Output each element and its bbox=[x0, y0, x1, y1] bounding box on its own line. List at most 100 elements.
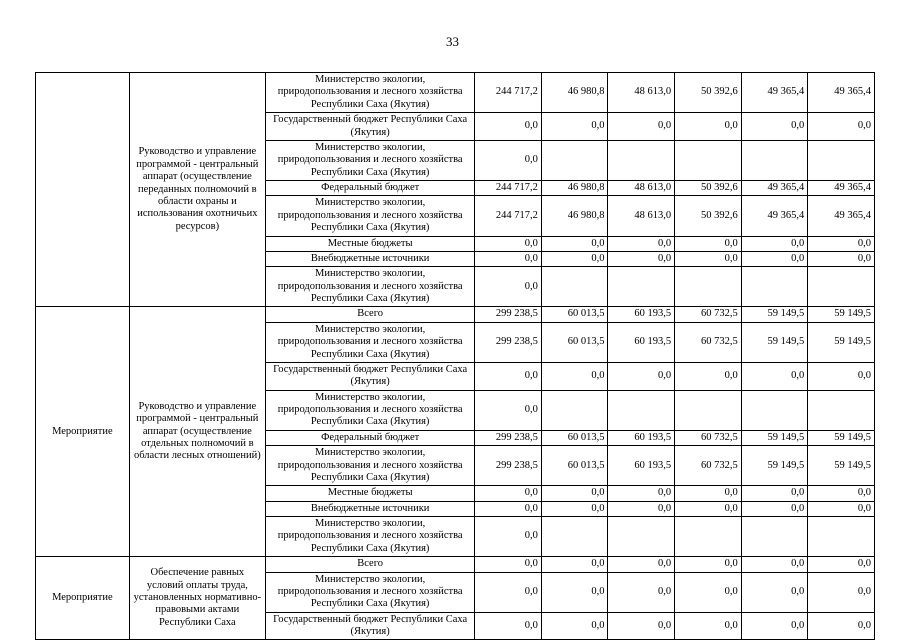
value-cell: 0,0 bbox=[474, 361, 542, 391]
value-cell: 0,0 bbox=[474, 500, 542, 518]
category-cell bbox=[35, 71, 130, 308]
value-cell: 0,0 bbox=[474, 139, 542, 182]
value-cell: 59 149,5 bbox=[740, 321, 809, 363]
page-number: 33 bbox=[446, 34, 459, 49]
value-cell: 48 613,0 bbox=[607, 195, 676, 237]
table-row: Государственный бюджет Республики Саха (… bbox=[36, 112, 875, 141]
table-row: Федеральный бюджет 299 238,5 60 013,5 60 19… bbox=[36, 429, 875, 447]
value-cell: 0,0 bbox=[540, 235, 609, 252]
value-cell bbox=[807, 389, 875, 431]
value-cell: 46 980,8 bbox=[540, 195, 609, 237]
value-cell: 0,0 bbox=[807, 112, 875, 141]
value-cell: 299 238,5 bbox=[474, 445, 542, 487]
value-cell bbox=[740, 515, 809, 558]
table-row: Внебюджетные источники 0,0 0,0 0,0 0,0 0,0 0,0 bbox=[36, 250, 875, 268]
value-cell bbox=[674, 389, 742, 431]
value-cell: 0,0 bbox=[474, 250, 542, 268]
value-cell: 0,0 bbox=[674, 112, 742, 141]
source-cell: Местные бюджеты bbox=[265, 235, 476, 252]
value-cell: 0,0 bbox=[607, 361, 676, 391]
table-row: Внебюджетные источники 0,0 0,0 0,0 0,0 0,0 0,0 bbox=[36, 500, 875, 518]
program-cell: Обеспечение равных условий оплаты труда,… bbox=[128, 556, 267, 640]
value-cell: 0,0 bbox=[807, 571, 875, 613]
value-cell: 59 149,5 bbox=[807, 321, 875, 363]
value-cell bbox=[540, 139, 609, 182]
table-row: Министерство экологии, природопользовани… bbox=[36, 389, 875, 431]
source-cell: Министерство экологии, природопользовани… bbox=[265, 321, 476, 363]
value-cell bbox=[674, 139, 742, 182]
value-cell: 0,0 bbox=[474, 571, 542, 613]
value-cell: 0,0 bbox=[740, 250, 809, 268]
table-row: Министерство экологии, природопользовани… bbox=[36, 321, 875, 363]
source-cell: Государственный бюджет Республики Саха (… bbox=[265, 611, 476, 640]
source-cell: Внебюджетные источники bbox=[265, 500, 476, 518]
value-cell: 49 365,4 bbox=[740, 71, 809, 114]
value-cell: 0,0 bbox=[540, 556, 609, 573]
table-row: Мероприятие Обеспечение равных условий оп… bbox=[35, 556, 875, 640]
value-cell: 59 149,5 bbox=[807, 445, 875, 487]
value-cell: 48 613,0 bbox=[607, 71, 676, 114]
value-cell: 0,0 bbox=[540, 571, 609, 613]
value-cell: 59 149,5 bbox=[740, 306, 809, 323]
category-cell: Мероприятие bbox=[35, 556, 130, 640]
value-cell: 59 149,5 bbox=[807, 429, 875, 447]
value-cell: 0,0 bbox=[540, 485, 609, 502]
value-cell: 0,0 bbox=[740, 571, 809, 613]
table-row: Мероприятие Руководство и управление прог… bbox=[35, 306, 875, 558]
value-cell: 49 365,4 bbox=[807, 179, 875, 197]
value-cell: 59 149,5 bbox=[740, 445, 809, 487]
value-cell: 0,0 bbox=[807, 556, 875, 573]
value-cell: 0,0 bbox=[474, 389, 542, 431]
value-cell: 0,0 bbox=[540, 500, 609, 518]
table-row: Руководство и управление программой - це… bbox=[35, 71, 875, 308]
value-cell bbox=[807, 139, 875, 182]
value-cell: 0,0 bbox=[807, 500, 875, 518]
source-cell: Министерство экологии, природопользовани… bbox=[265, 71, 476, 114]
value-cell bbox=[740, 266, 809, 308]
value-cell: 0,0 bbox=[740, 485, 809, 502]
value-cell: 60 013,5 bbox=[540, 321, 609, 363]
value-cell: 0,0 bbox=[540, 361, 609, 391]
value-cell: 0,0 bbox=[607, 485, 676, 502]
value-cell: 60 193,5 bbox=[607, 306, 676, 323]
value-cell: 0,0 bbox=[807, 235, 875, 252]
value-cell bbox=[540, 266, 609, 308]
source-cell: Министерство экологии, природопользовани… bbox=[265, 389, 476, 431]
value-cell: 0,0 bbox=[474, 266, 542, 308]
table-row: Государственный бюджет Республики Саха (… bbox=[36, 611, 875, 640]
source-cell: Министерство экологии, природопользовани… bbox=[265, 571, 476, 613]
value-cell: 60 732,5 bbox=[674, 306, 742, 323]
value-cell: 0,0 bbox=[607, 500, 676, 518]
budget-table: Руководство и управление программой - це… bbox=[35, 71, 875, 640]
value-cell: 299 238,5 bbox=[474, 306, 542, 323]
value-cell: 0,0 bbox=[674, 571, 742, 613]
value-cell: 0,0 bbox=[740, 556, 809, 573]
value-cell: 0,0 bbox=[607, 250, 676, 268]
value-cell: 244 717,2 bbox=[474, 195, 542, 237]
value-cell: 0,0 bbox=[474, 556, 542, 573]
value-cell: 50 392,6 bbox=[674, 71, 742, 114]
table-row: Министерство экологии, природопользовани… bbox=[36, 571, 875, 613]
table-row: Министерство экологии, природопользовани… bbox=[36, 139, 875, 182]
source-cell: Государственный бюджет Республики Саха (… bbox=[265, 361, 476, 391]
value-cell: 0,0 bbox=[674, 361, 742, 391]
value-cell bbox=[540, 389, 609, 431]
value-cell: 0,0 bbox=[607, 556, 676, 573]
program-cell: Руководство и управление программой - це… bbox=[128, 71, 267, 308]
value-cell bbox=[540, 515, 609, 558]
value-cell: 60 193,5 bbox=[607, 429, 676, 447]
value-cell bbox=[807, 515, 875, 558]
table-row: Министерство экологии, природопользовани… bbox=[36, 266, 875, 308]
table-row: Министерство экологии, природопользовани… bbox=[36, 515, 875, 558]
source-cell: Министерство экологии, природопользовани… bbox=[265, 139, 476, 182]
source-cell: Федеральный бюджет bbox=[265, 429, 476, 447]
value-cell: 49 365,4 bbox=[807, 71, 875, 114]
value-cell: 244 717,2 bbox=[474, 71, 542, 114]
table-row: Федеральный бюджет 244 717,2 46 980,8 48 61… bbox=[36, 179, 875, 197]
value-cell: 0,0 bbox=[807, 250, 875, 268]
value-cell: 0,0 bbox=[740, 500, 809, 518]
value-cell: 50 392,6 bbox=[674, 195, 742, 237]
value-cell: 60 732,5 bbox=[674, 429, 742, 447]
value-cell: 0,0 bbox=[474, 485, 542, 502]
value-cell: 0,0 bbox=[540, 250, 609, 268]
